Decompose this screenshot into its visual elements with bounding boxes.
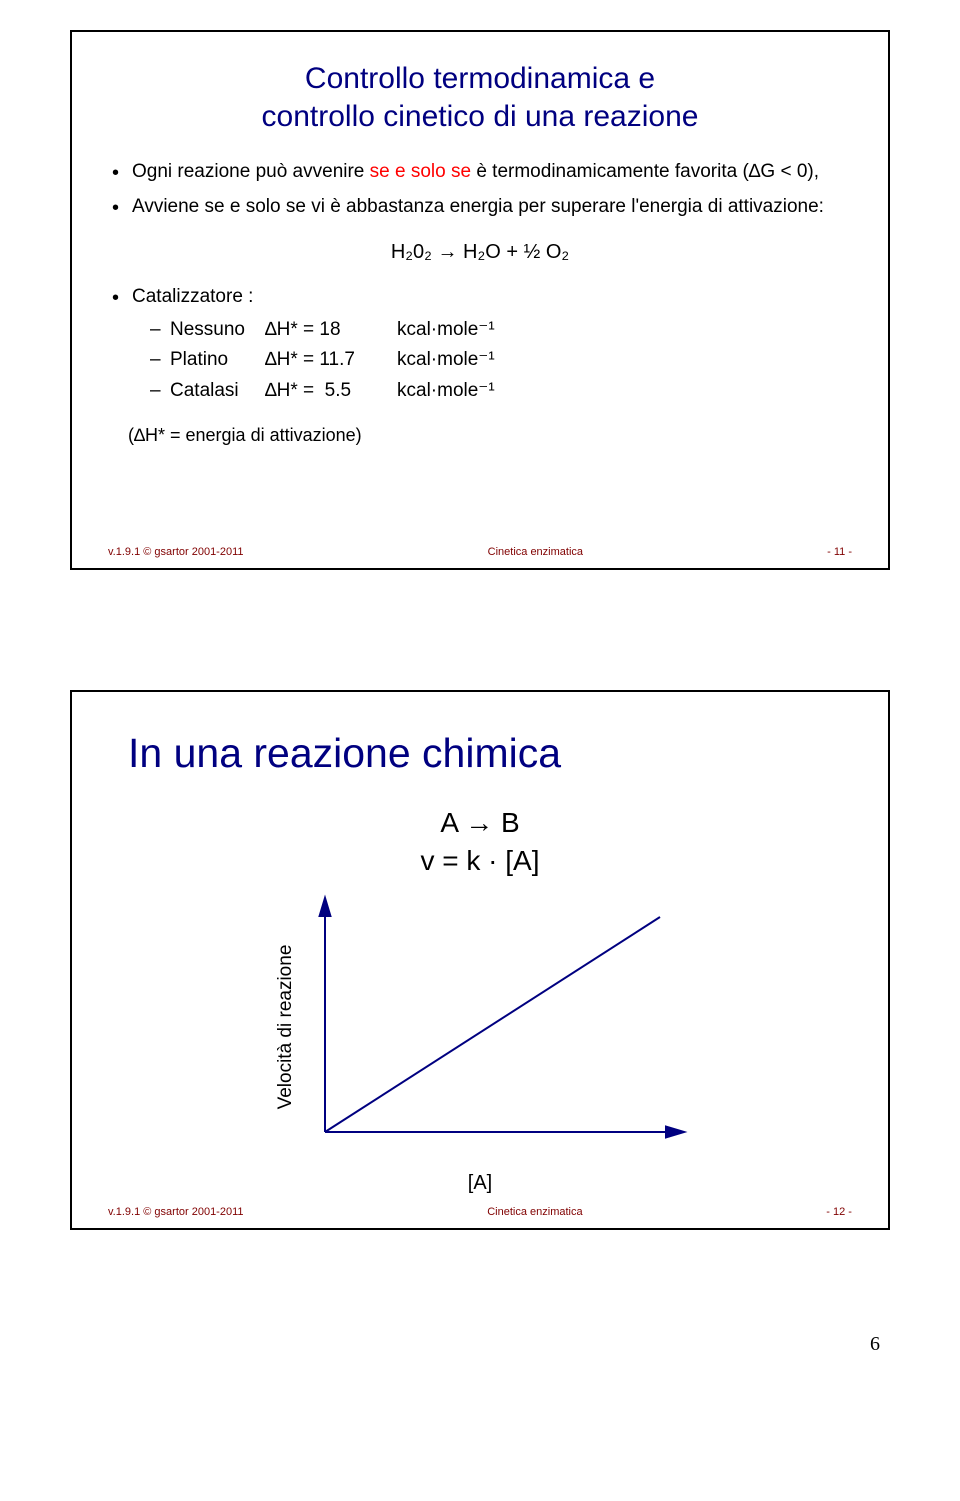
y-axis-label: Velocità di reazione [275, 945, 297, 1110]
footer-right: - 11 - [827, 546, 852, 558]
x-axis-label: [A] [468, 1172, 492, 1195]
bullet-1: Ogni reazione può avvenire se e solo se … [108, 159, 852, 186]
footer-right-2: - 12 - [826, 1206, 852, 1218]
footer-left-2: v.1.9.1 © gsartor 2001-2011 [108, 1206, 244, 1218]
catalyst-bullet: Catalizzatore : Nessuno∆H* = 18kcal·mole… [108, 284, 852, 404]
title-line-1: Controllo termodinamica e [305, 62, 655, 95]
chemical-equation: H₂0₂ → H₂O + ½ O₂ [108, 238, 852, 266]
slide-1: Controllo termodinamica e controllo cine… [70, 30, 890, 570]
catalyst-section: Catalizzatore : Nessuno∆H* = 18kcal·mole… [108, 284, 852, 404]
page: Controllo termodinamica e controllo cine… [0, 0, 960, 1380]
slide-2: In una reazione chimica A → B v = k · [A… [70, 690, 890, 1230]
chart: Velocità di reazione [A] [270, 887, 690, 1167]
catalyst-row-2: Platino∆H* = 11.7kcal·mole⁻¹ [150, 347, 852, 374]
catalyst-row-3: Catalasi∆H* = 5.5kcal·mole⁻¹ [150, 378, 852, 405]
slide-body: Ogni reazione può avvenire se e solo se … [108, 159, 852, 448]
footer-center-2: Cinetica enzimatica [487, 1206, 582, 1218]
page-number: 6 [870, 1333, 880, 1356]
catalyst-row-1: Nessuno∆H* = 18kcal·mole⁻¹ [150, 317, 852, 344]
bullet-list: Ogni reazione può avvenire se e solo se … [108, 159, 852, 220]
chart-svg [270, 887, 690, 1152]
rate-equation: v = k · [A] [108, 845, 852, 877]
slide-footer: v.1.9.1 © gsartor 2001-2011 Cinetica enz… [108, 546, 852, 558]
bullet-2: Avviene se e solo se vi è abbastanza ene… [108, 194, 852, 221]
slide-title-2: In una reazione chimica [128, 730, 852, 777]
title-line-2: controllo cinetico di una reazione [262, 100, 699, 133]
slide-title: Controllo termodinamica e controllo cine… [108, 60, 852, 135]
footer-left: v.1.9.1 © gsartor 2001-2011 [108, 546, 244, 558]
activation-note: (∆H* = energia di attivazione) [128, 423, 852, 448]
footer-center: Cinetica enzimatica [488, 546, 583, 558]
reaction-equation: A → B [108, 807, 852, 839]
highlight-text: se e solo se [370, 161, 471, 182]
catalyst-list: Nessuno∆H* = 18kcal·mole⁻¹ Platino∆H* = … [132, 317, 852, 405]
slide-footer-2: v.1.9.1 © gsartor 2001-2011 Cinetica enz… [108, 1206, 852, 1218]
